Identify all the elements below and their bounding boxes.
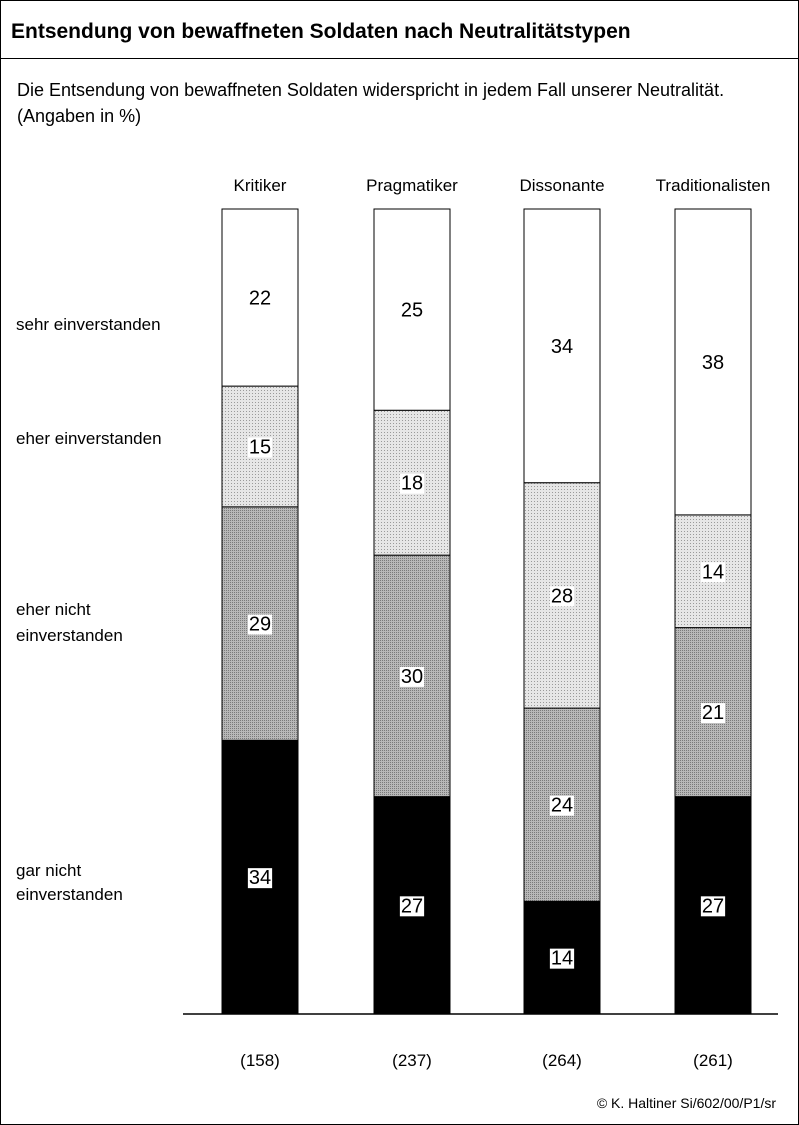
data-label: 14 [702,561,724,583]
data-label-background [549,586,575,607]
data-label: 38 [702,352,724,374]
sample-size-label: (237) [392,1051,432,1070]
data-label: 34 [249,867,271,889]
legend-label: eher einverstanden [16,429,162,448]
legend-label: eher nicht [16,600,91,619]
data-label: 27 [401,895,423,917]
data-label-background [549,948,575,969]
data-label: 15 [249,436,271,458]
data-label-background [700,703,726,724]
category-label: Kritiker [234,176,287,195]
bar-segment [523,208,601,484]
data-label: 25 [401,300,423,322]
data-label: 14 [551,948,573,970]
bar-segment [373,208,451,411]
data-label-background [247,437,273,458]
data-label-background [399,666,425,687]
data-label: 29 [249,614,271,636]
data-label: 30 [401,666,423,688]
data-label: 27 [702,895,724,917]
sample-size-label: (158) [240,1051,280,1070]
data-label-background [399,473,425,494]
data-label-background [549,795,575,816]
data-label: 22 [249,288,271,310]
legend-label: einverstanden [16,626,123,645]
data-label-background [247,614,273,635]
sample-size-label: (264) [542,1051,582,1070]
data-label-background [700,896,726,917]
category-label: Dissonante [519,176,604,195]
data-label: 28 [551,585,573,607]
sample-size-label: (261) [693,1051,733,1070]
bar-segment [523,482,601,709]
legend-label: einverstanden [16,885,123,904]
category-label: Pragmatiker [366,176,458,195]
data-label-background [700,562,726,583]
copyright-footer: © K. Haltiner Si/602/00/P1/sr [596,1095,776,1111]
bar-segment [221,208,299,387]
data-label: 18 [401,473,423,495]
data-label: 24 [551,795,573,817]
legend-label: gar nicht [16,861,81,880]
data-label-background [247,868,273,889]
category-label: Traditionalisten [656,176,771,195]
data-label: 21 [702,702,724,724]
data-label-background [399,896,425,917]
chart-title: Entsendung von bewaffneten Soldaten nach… [1,1,798,59]
chart-subtitle: Die Entsendung von bewaffneten Soldaten … [17,80,725,126]
legend-label: sehr einverstanden [16,315,161,334]
bar-segment [674,208,752,516]
data-label: 34 [551,336,573,358]
